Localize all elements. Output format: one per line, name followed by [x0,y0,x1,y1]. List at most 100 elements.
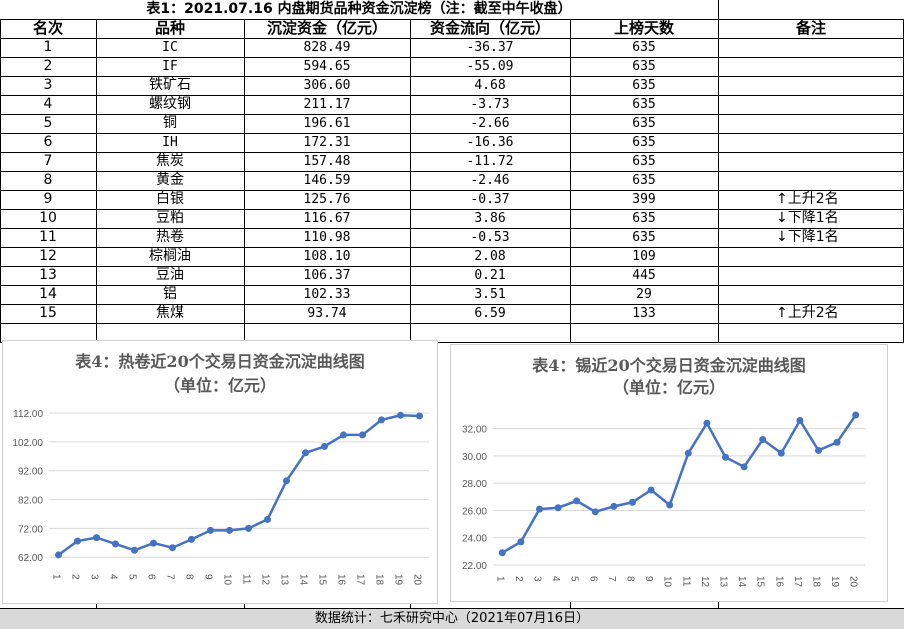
row-amount: 116.67 [303,211,351,226]
row-name: 豆粕 [156,210,184,226]
row-flow: 3.86 [474,211,506,226]
row-flow: 2.08 [474,249,506,264]
table-title: 表1：2021.07.16 内盘期货品种资金沉淀榜（注：截至中午收盘） [146,1,572,17]
x-tick-label: 14 [298,574,309,586]
x-tick-label: 15 [317,574,328,586]
row-flow: 3.51 [474,287,506,302]
row-note: ↓下降1名 [776,228,886,247]
arrow-up-icon: ↑ [776,191,788,207]
x-tick-label: 6 [146,574,157,580]
grid-line-vertical [570,600,571,608]
row-flow: -11.72 [466,154,514,169]
data-point [150,539,157,547]
arrow-up-icon: ↑ [776,305,788,321]
x-tick-label: 12 [260,574,271,586]
y-tick-label: 92.00 [18,467,43,478]
grid-line-horizontal [0,342,904,343]
row-amount: 196.61 [303,116,351,131]
chart-title: 表4：锡近20个交易日资金沉淀曲线图 [532,356,806,375]
x-tick-label: 14 [736,576,747,588]
grid-line-horizontal [0,285,904,286]
x-tick-label: 19 [393,574,404,586]
row-days: 635 [632,154,656,169]
x-tick-label: 8 [625,576,636,582]
row-rank: 3 [43,77,53,93]
data-point [359,431,366,439]
x-tick-label: 13 [279,574,290,586]
grid-line-horizontal [0,114,904,115]
row-flow: -3.73 [470,97,510,112]
row-days: 29 [636,287,652,302]
header-note: 备注 [795,19,826,37]
data-point [833,438,841,446]
x-tick-label: 5 [569,576,580,582]
row-name: 黄金 [156,172,184,188]
grid-line-vertical [96,600,97,608]
data-point [283,477,290,485]
y-tick-label: 102.00 [12,438,43,449]
x-tick-label: 13 [718,576,729,588]
row-rank: 14 [39,286,57,302]
x-tick-label: 7 [165,574,176,580]
row-flow: -2.66 [470,116,510,131]
grid-line-vertical [244,600,245,608]
x-tick-label: 2 [70,574,81,580]
row-flow: -0.53 [470,230,510,245]
row-amount: 594.65 [303,59,351,74]
data-point [498,549,506,557]
row-amount: 110.98 [303,230,351,245]
row-name: 焦煤 [156,305,184,321]
data-point [169,544,176,552]
row-note-text: 下降1名 [787,229,839,245]
data-point [759,436,767,444]
grid-line-horizontal [0,152,904,153]
row-name: 铜 [163,115,177,131]
header-name: 品种 [154,19,185,37]
header-days: 上榜天数 [613,19,674,37]
grid-line-vertical [244,19,245,342]
grid-line-horizontal [0,304,904,305]
row-days: 445 [632,268,656,283]
x-tick-label: 18 [811,576,822,588]
header-flow: 资金流向（亿元） [429,19,550,37]
x-tick-label: 17 [792,576,803,588]
grid-line-horizontal [0,76,904,77]
data-point [740,463,748,471]
row-days: 635 [632,135,656,150]
row-rank: 9 [43,191,53,207]
grid-line-horizontal [0,228,904,229]
x-tick-label: 4 [550,576,561,582]
row-name: 焦炭 [156,153,184,169]
data-point [340,431,347,439]
grid-line-horizontal [0,95,904,96]
data-point [796,416,804,424]
footer-source: 数据统计：七禾研究中心（2021年07月16日） [0,608,904,629]
x-tick-label: 7 [606,576,617,582]
chart-title: 表4：热卷近20个交易日资金沉淀曲线图 [75,352,365,371]
grid-line-vertical [0,19,1,342]
row-name: 白银 [156,191,184,207]
row-days: 635 [632,116,656,131]
grid-line-vertical [410,600,411,608]
y-tick-label: 24.00 [462,534,487,545]
grid-line-horizontal [0,323,904,324]
data-point [131,546,138,554]
row-name: 棕榈油 [149,248,191,264]
grid-line-vertical [570,19,571,342]
arrow-down-icon: ↓ [776,210,788,226]
y-tick-label: 62.00 [18,553,43,564]
grid-line-horizontal [718,0,719,19]
data-point [378,416,385,424]
row-amount: 211.17 [303,97,351,112]
row-amount: 306.60 [303,78,351,93]
row-rank: 6 [43,134,53,150]
row-name: IC [162,40,178,55]
row-name: 螺纹钢 [149,96,191,112]
x-tick-label: 2 [513,576,524,582]
row-flow: 4.68 [474,78,506,93]
row-rank: 8 [43,172,53,188]
grid-line-horizontal [0,57,904,58]
x-tick-label: 10 [662,576,673,588]
